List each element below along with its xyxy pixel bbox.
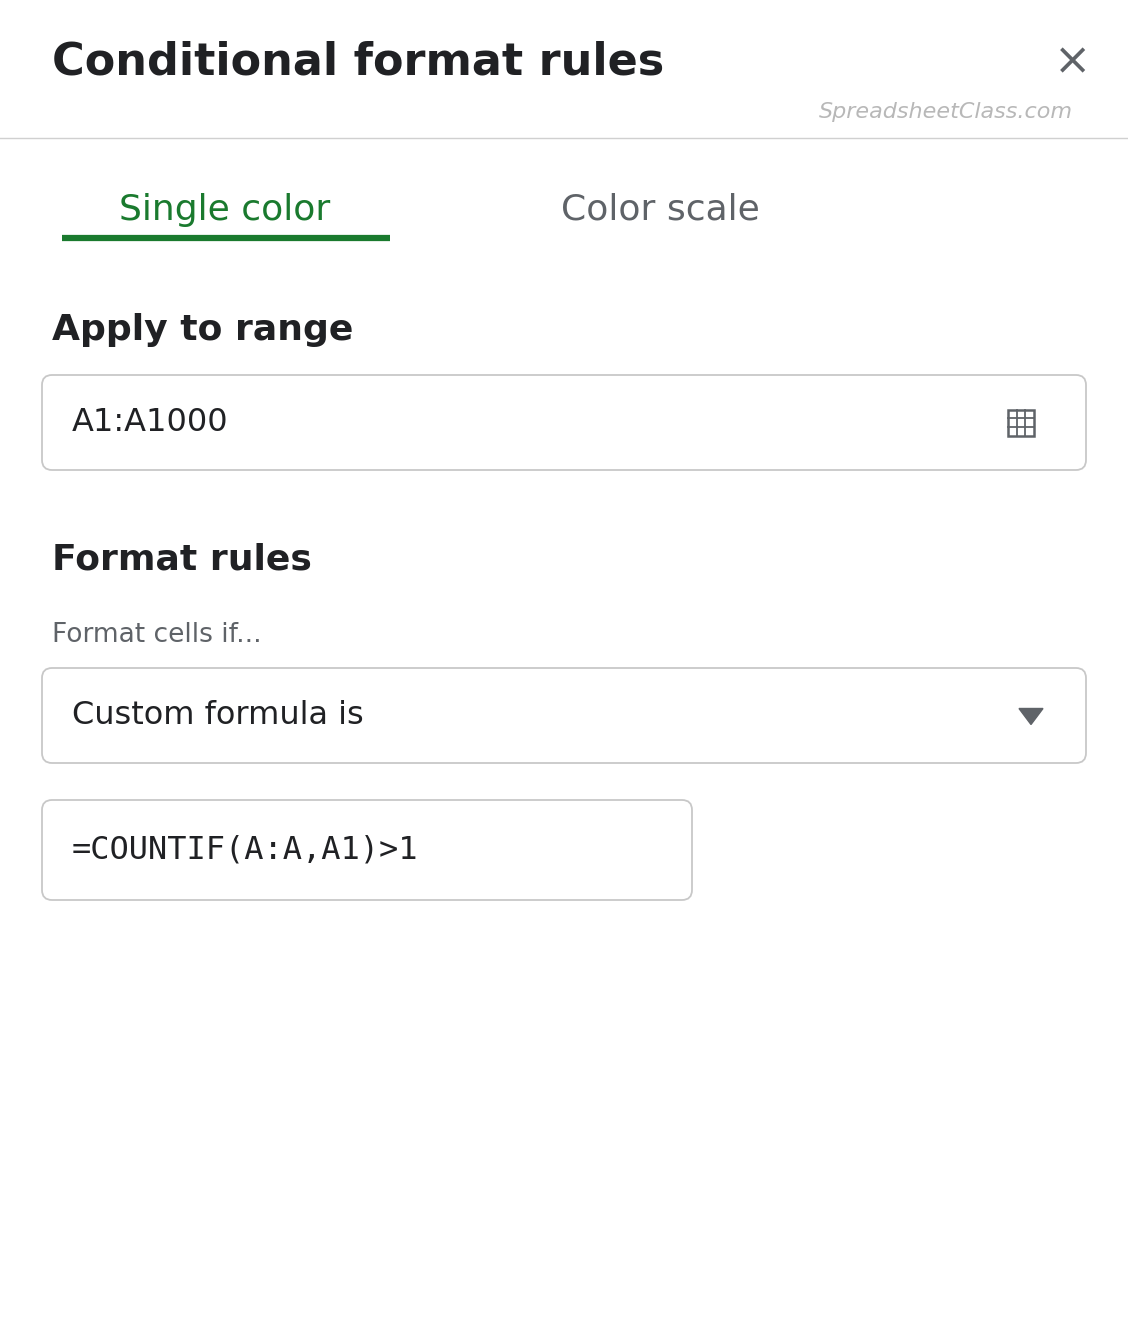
FancyBboxPatch shape bbox=[42, 668, 1086, 764]
FancyBboxPatch shape bbox=[42, 375, 1086, 470]
Polygon shape bbox=[1019, 709, 1043, 725]
Text: ×: × bbox=[1055, 40, 1092, 84]
Bar bbox=[1008, 410, 1034, 435]
Text: Format cells if...: Format cells if... bbox=[52, 622, 262, 647]
Text: Apply to range: Apply to range bbox=[52, 312, 353, 347]
Text: A1:A1000: A1:A1000 bbox=[72, 407, 229, 438]
FancyBboxPatch shape bbox=[42, 800, 691, 900]
Text: =COUNTIF(A:A,A1)>1: =COUNTIF(A:A,A1)>1 bbox=[72, 834, 418, 865]
Text: Custom formula is: Custom formula is bbox=[72, 700, 363, 732]
Text: Format rules: Format rules bbox=[52, 543, 311, 577]
Text: Conditional format rules: Conditional format rules bbox=[52, 40, 664, 84]
Text: Single color: Single color bbox=[120, 194, 331, 227]
Text: SpreadsheetClass.com: SpreadsheetClass.com bbox=[819, 101, 1073, 121]
Text: Color scale: Color scale bbox=[561, 194, 759, 227]
